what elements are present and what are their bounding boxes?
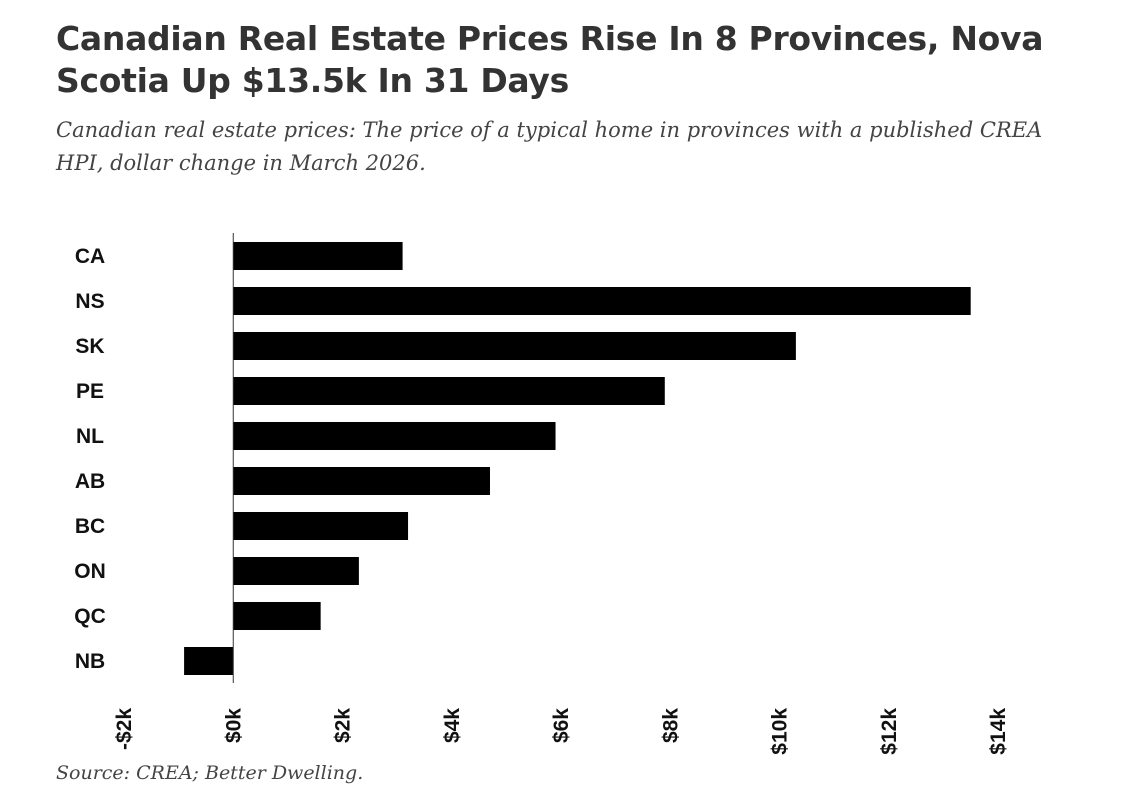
bar-bc bbox=[233, 512, 409, 540]
category-label-on: ON bbox=[74, 560, 106, 583]
chart-title: Canadian Real Estate Prices Rise In 8 Pr… bbox=[56, 19, 1044, 100]
x-tick-label: $10k bbox=[769, 708, 792, 755]
source-note: Source: CREA; Better Dwelling. bbox=[56, 762, 364, 784]
bar-ns bbox=[233, 287, 971, 315]
bar-on bbox=[233, 557, 359, 585]
bars-group bbox=[184, 242, 971, 675]
bar-chart: CA NS SK PE NL AB BC ON QC NB -$2k $0k $2k $4k $6k $8k… bbox=[74, 233, 1010, 755]
category-label-pe: PE bbox=[76, 380, 104, 403]
category-label-nb: NB bbox=[75, 650, 105, 673]
x-tick-label: $14k bbox=[987, 708, 1010, 755]
bar-nl bbox=[233, 422, 556, 450]
bar-nb bbox=[184, 647, 234, 675]
category-label-qc: QC bbox=[74, 605, 106, 628]
bar-sk bbox=[233, 332, 796, 360]
category-labels: CA NS SK PE NL AB BC ON QC NB bbox=[74, 245, 106, 673]
x-tick-label: $2k bbox=[332, 708, 355, 743]
category-label-sk: SK bbox=[75, 335, 104, 358]
x-tick-label: $6k bbox=[550, 708, 573, 743]
category-label-nl: NL bbox=[76, 425, 104, 448]
x-tick-label: $12k bbox=[878, 708, 901, 755]
x-tick-label: $8k bbox=[659, 708, 682, 743]
x-tick-label: $0k bbox=[222, 708, 245, 743]
bar-qc bbox=[233, 602, 321, 630]
category-label-ns: NS bbox=[75, 290, 104, 313]
bar-ab bbox=[233, 467, 490, 495]
category-label-bc: BC bbox=[75, 515, 105, 538]
x-tick-labels: -$2k $0k $2k $4k $6k $8k $10k $12k $14k bbox=[113, 708, 1010, 755]
x-tick-label: $4k bbox=[441, 708, 464, 743]
bar-pe bbox=[233, 377, 665, 405]
x-tick-label: -$2k bbox=[113, 708, 136, 750]
chart-subtitle: Canadian real estate prices: The price o… bbox=[56, 118, 1043, 175]
category-label-ca: CA bbox=[75, 245, 105, 268]
category-label-ab: AB bbox=[75, 470, 105, 493]
bar-ca bbox=[233, 242, 403, 270]
